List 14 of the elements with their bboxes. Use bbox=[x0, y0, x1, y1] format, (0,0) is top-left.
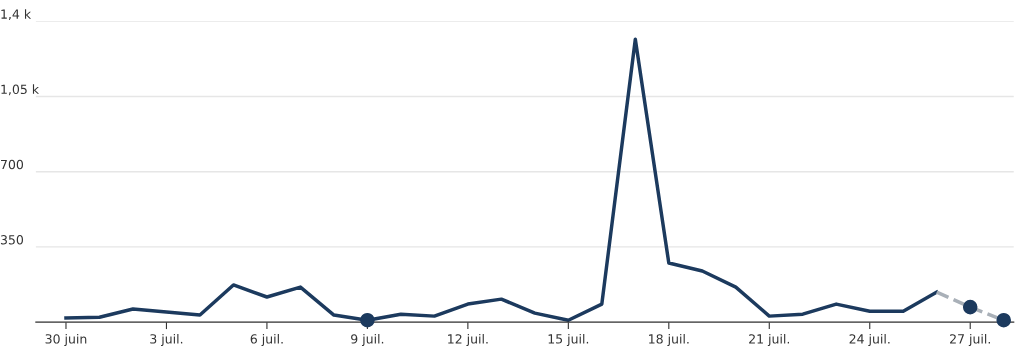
y-tick-label: 700 bbox=[1, 159, 24, 170]
x-tick-label: 24 juil. bbox=[849, 333, 890, 347]
x-tick-label: 27 juil. bbox=[950, 333, 990, 347]
x-tick-label: 9 juil. bbox=[351, 333, 384, 347]
x-tick-label: 30 juin bbox=[45, 333, 87, 347]
x-tick-label: 21 juil. bbox=[749, 333, 790, 347]
y-tick-label: 1,05 k bbox=[1, 84, 40, 96]
x-tick-label: 6 juil. bbox=[250, 333, 283, 347]
x-tick-label: 18 juil. bbox=[649, 333, 689, 347]
y-tick-label: 1,4 k bbox=[1, 9, 32, 21]
x-tick-label: 12 juil. bbox=[448, 333, 488, 347]
x-tick-label: 15 juil. bbox=[548, 333, 589, 347]
x-tick-label: 3 juil. bbox=[150, 333, 183, 347]
y-tick-label: 350 bbox=[0, 235, 24, 245]
